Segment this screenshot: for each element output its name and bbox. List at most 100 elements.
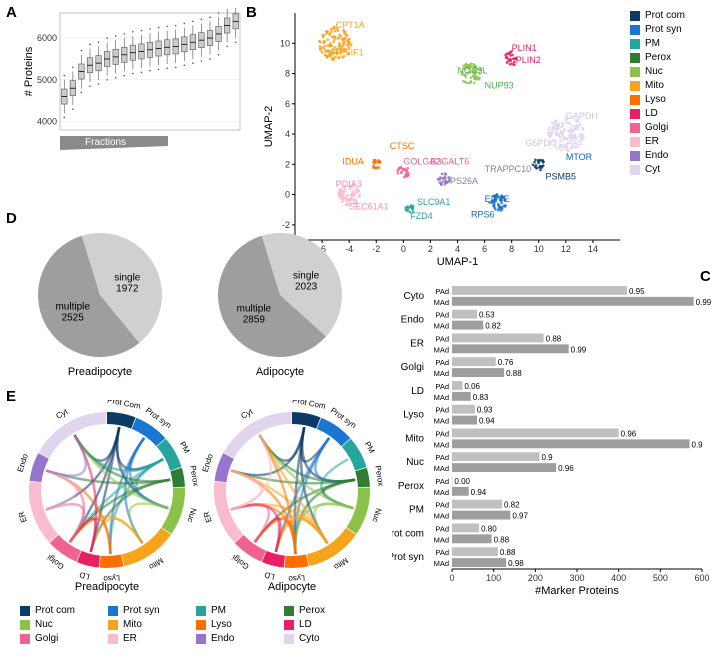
panel-e-chords: Prot ComProt synPMPeroxNucMitoLysoLDGolg…: [15, 400, 385, 600]
svg-text:0.9: 0.9: [692, 440, 704, 449]
svg-text:600: 600: [694, 573, 709, 583]
svg-text:MAd: MAd: [434, 488, 449, 497]
svg-text:0.82: 0.82: [485, 322, 501, 331]
svg-text:CTSC: CTSC: [390, 141, 415, 151]
svg-text:2859: 2859: [243, 315, 266, 326]
svg-text:Perox: Perox: [188, 465, 200, 487]
svg-text:0.9: 0.9: [542, 453, 554, 462]
svg-text:LD: LD: [78, 570, 90, 581]
svg-text:ATP5IF1: ATP5IF1: [329, 47, 364, 57]
svg-text:PDIA3: PDIA3: [336, 179, 362, 189]
svg-text:PAd: PAd: [435, 334, 449, 343]
svg-text:0: 0: [401, 244, 406, 254]
svg-text:PM: PM: [409, 505, 424, 516]
svg-text:MAd: MAd: [434, 559, 449, 568]
svg-text:10: 10: [534, 244, 544, 254]
svg-text:UMAP-1: UMAP-1: [437, 256, 479, 268]
legend-item: PM: [630, 38, 715, 49]
svg-text:100: 100: [486, 573, 501, 583]
svg-text:SEC61A1: SEC61A1: [349, 202, 389, 212]
svg-text:0.53: 0.53: [479, 311, 495, 320]
svg-text:2023: 2023: [295, 281, 318, 292]
svg-text:Endo: Endo: [401, 315, 425, 326]
legend-item: Lyso: [196, 619, 284, 630]
svg-text:0.88: 0.88: [506, 369, 522, 378]
svg-text:0.82: 0.82: [504, 501, 520, 510]
legend-item: ER: [630, 136, 715, 147]
svg-text:2525: 2525: [62, 313, 85, 324]
svg-text:single: single: [293, 270, 320, 281]
svg-text:Prot syn: Prot syn: [392, 552, 424, 563]
legend-item: Cyto: [284, 633, 372, 644]
svg-text:0.80: 0.80: [481, 524, 497, 533]
svg-text:4: 4: [455, 244, 460, 254]
svg-text:0.93: 0.93: [477, 406, 493, 415]
svg-text:Nuc: Nuc: [406, 457, 424, 468]
panel-e-legend: Prot comProt synPMPeroxNucMitoLysoLDGolg…: [20, 605, 380, 647]
svg-text:0: 0: [449, 573, 454, 583]
svg-text:FZD4: FZD4: [410, 211, 433, 221]
svg-text:MAd: MAd: [434, 393, 449, 402]
svg-text:Endo: Endo: [16, 452, 30, 473]
svg-text:Endo: Endo: [201, 452, 215, 473]
panel-a-label: A: [6, 4, 17, 21]
svg-text:Preadipocyte: Preadipocyte: [68, 366, 132, 378]
svg-text:6000: 6000: [37, 33, 57, 43]
panel-c-chart: Cyto PAd 0.95 MAd 0.99 Endo PAd 0.53 MAd 0.82 ER PA…: [392, 282, 712, 597]
svg-text:CPT1A: CPT1A: [336, 20, 365, 30]
svg-text:Golgi: Golgi: [230, 553, 251, 571]
svg-text:PAd: PAd: [435, 358, 449, 367]
svg-text:SLC9A1: SLC9A1: [417, 197, 451, 207]
svg-text:Nuc: Nuc: [186, 507, 199, 523]
svg-text:Lyso: Lyso: [403, 410, 424, 421]
svg-text:6: 6: [482, 244, 487, 254]
svg-text:0.94: 0.94: [471, 488, 487, 497]
svg-text:G6PD: G6PD: [525, 138, 550, 148]
svg-text:Cyt: Cyt: [239, 407, 255, 421]
svg-text:PM: PM: [178, 440, 192, 455]
svg-text:IDUA: IDUA: [342, 156, 364, 166]
svg-text:2: 2: [285, 159, 290, 169]
svg-text:RPS6: RPS6: [471, 209, 495, 219]
svg-text:Prot Com: Prot Com: [106, 400, 141, 411]
svg-text:0.99: 0.99: [571, 345, 587, 354]
svg-text:Prot com: Prot com: [392, 528, 424, 539]
svg-text:2: 2: [428, 244, 433, 254]
svg-text:0.06: 0.06: [464, 382, 480, 391]
svg-text:UMAP-2: UMAP-2: [263, 106, 275, 148]
svg-text:LD: LD: [263, 570, 275, 581]
legend-item: Perox: [284, 605, 372, 616]
svg-text:0.95: 0.95: [629, 287, 645, 296]
svg-text:PAd: PAd: [435, 501, 449, 510]
svg-text:# Proteins: # Proteins: [23, 46, 35, 96]
svg-text:Mito: Mito: [405, 433, 424, 444]
svg-text:GAPDH: GAPDH: [566, 111, 598, 121]
svg-text:PSMB5: PSMB5: [546, 171, 577, 181]
svg-text:14: 14: [588, 244, 598, 254]
svg-text:Mito: Mito: [147, 556, 165, 572]
legend-item: Lyso: [630, 94, 715, 105]
svg-text:PAd: PAd: [435, 429, 449, 438]
svg-text:Fractions: Fractions: [85, 137, 126, 148]
svg-text:MAd: MAd: [434, 440, 449, 449]
svg-text:single: single: [114, 272, 141, 283]
svg-text:ER: ER: [410, 338, 424, 349]
legend-item: Prot com: [20, 605, 108, 616]
panel-d-pies: single1972multiple2525Preadipocytesingle…: [15, 225, 375, 390]
svg-text:0.83: 0.83: [473, 393, 489, 402]
svg-text:Cyt: Cyt: [54, 407, 70, 421]
svg-text:200: 200: [528, 573, 543, 583]
legend-item: Endo: [196, 633, 284, 644]
legend-item: Endo: [630, 150, 715, 161]
panel-b-legend: Prot comProt synPMPeroxNucMitoLysoLDGolg…: [630, 10, 715, 178]
legend-item: Golgi: [630, 122, 715, 133]
legend-item: PM: [196, 605, 284, 616]
svg-text:Cyto: Cyto: [403, 291, 424, 302]
svg-text:Nuc: Nuc: [371, 507, 384, 523]
svg-text:8: 8: [285, 69, 290, 79]
svg-text:MAd: MAd: [434, 535, 449, 544]
legend-item: LD: [284, 619, 372, 630]
legend-item: Golgi: [20, 633, 108, 644]
svg-text:PM: PM: [363, 440, 377, 455]
svg-text:MAd: MAd: [434, 464, 449, 473]
